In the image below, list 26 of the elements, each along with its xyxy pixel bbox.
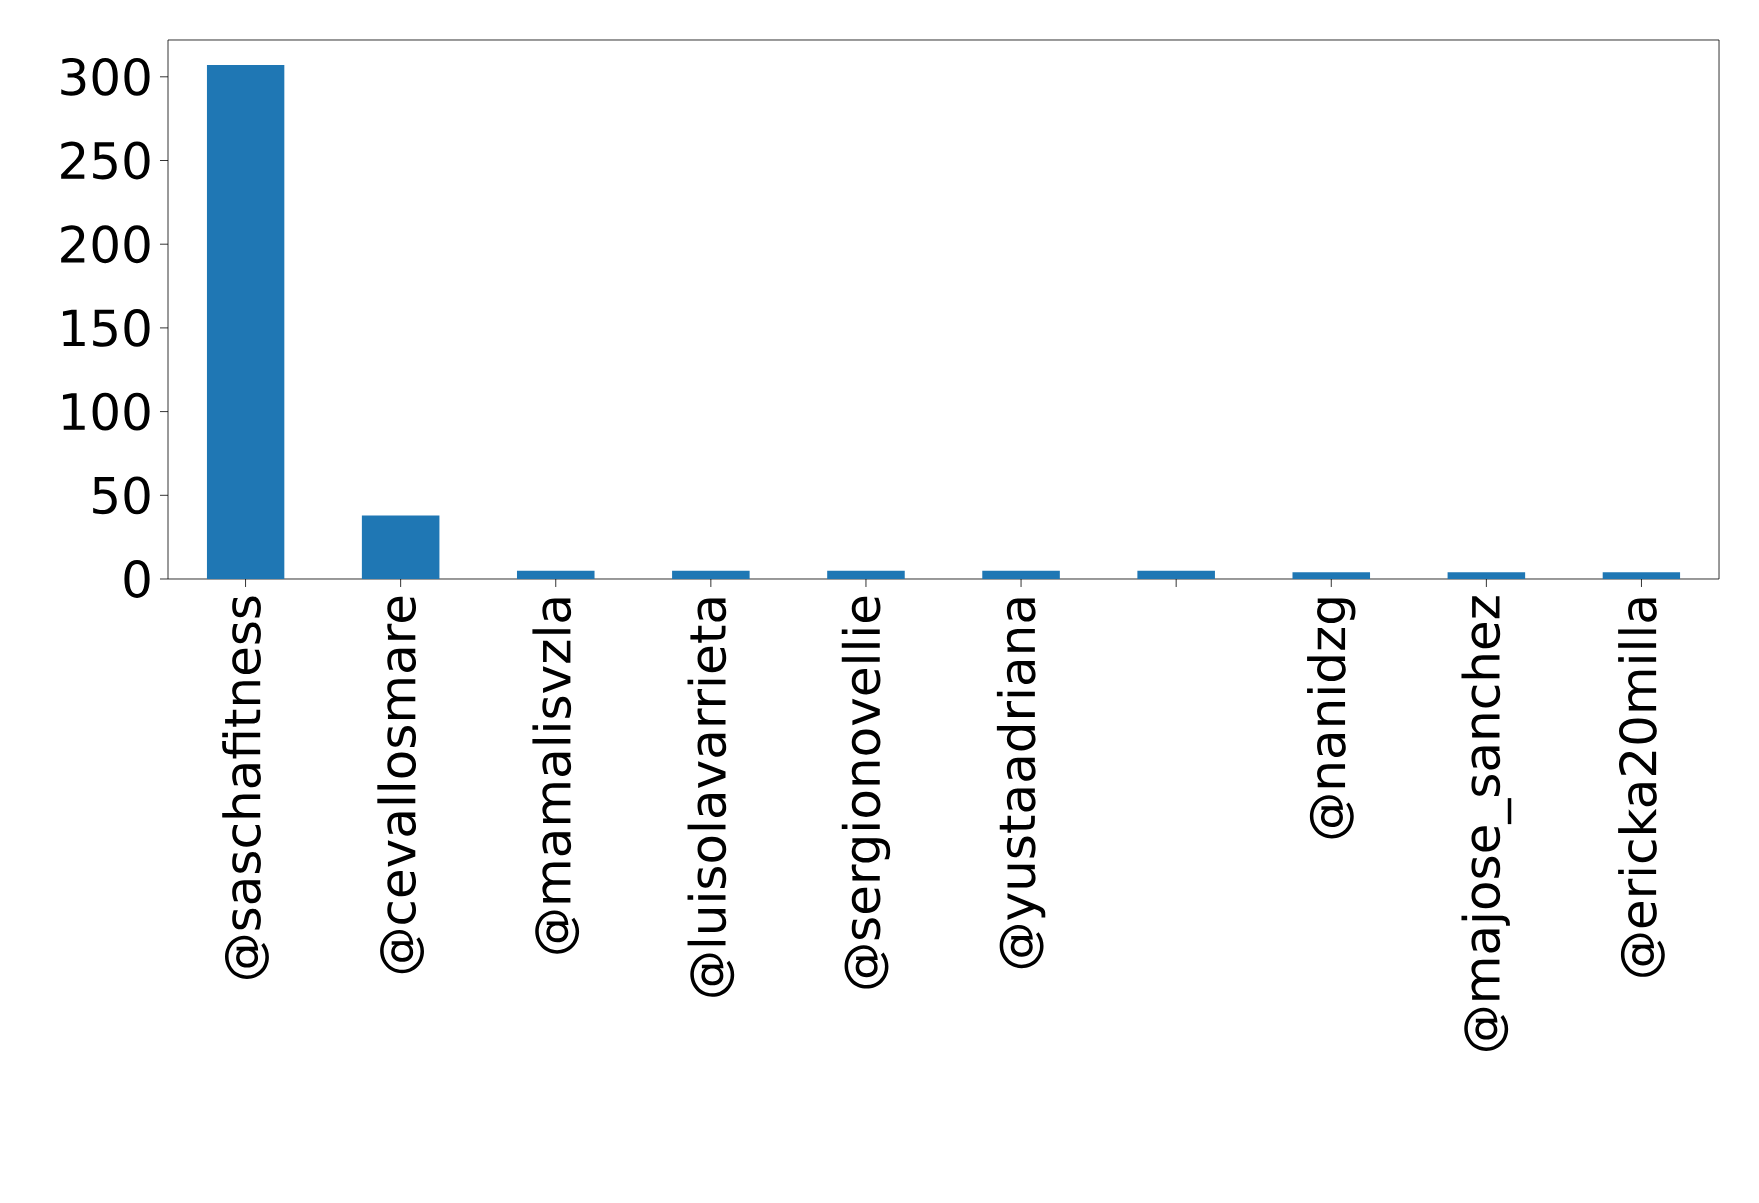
bar: [827, 570, 905, 579]
bar: [361, 515, 440, 579]
x-tick-label: @majose_sanchez: [1461, 596, 1512, 1051]
bar: [982, 570, 1060, 579]
y-tick-label: 100: [62, 392, 150, 431]
y-tick-label: 0: [124, 560, 150, 598]
bar: [1602, 572, 1681, 579]
x-tick-label: @ericka20milla: [1618, 598, 1665, 977]
x-tick-label: @cevallosmare: [377, 596, 424, 974]
x-tick-label: @nanidzg: [1307, 598, 1356, 839]
bar: [516, 570, 595, 579]
bar: [672, 570, 750, 579]
x-tick-label: @mamalisvzla: [532, 598, 580, 954]
x-tick-label: @luisolavarrieta: [687, 598, 735, 997]
bar: [1292, 572, 1371, 579]
x-tick-label: @sergionovellie: [841, 596, 891, 989]
y-tick-label: 300: [61, 57, 150, 96]
x-tick-label: @yustaadriana: [996, 598, 1046, 969]
bar: [1447, 572, 1526, 579]
x-tick-label: @saschafitness: [222, 596, 269, 979]
bar: [1137, 570, 1215, 579]
y-tick-label: 250: [61, 141, 150, 180]
bar: [206, 65, 285, 579]
y-tick-label: 150: [62, 309, 150, 347]
y-tick-label: 50: [93, 476, 150, 515]
y-tick-label: 200: [61, 225, 150, 264]
